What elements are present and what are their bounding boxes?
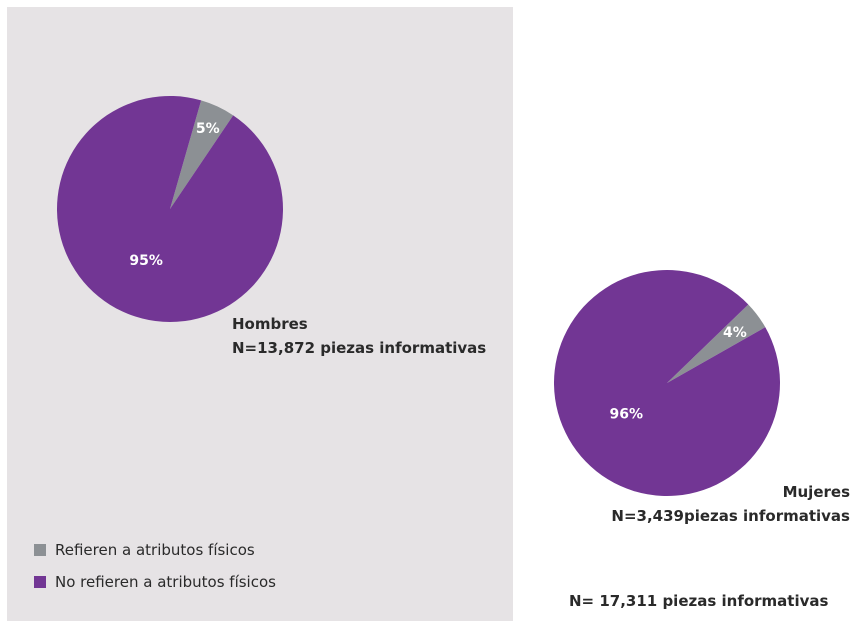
left-panel-background: [7, 7, 513, 621]
legend-label-not-physical: No refieren a atributos físicos: [55, 573, 276, 591]
caption-hombres-count: N=13,872 piezas informativas: [232, 339, 487, 357]
pie-label-hombres-not-physical: 95%: [129, 253, 163, 269]
legend-label-physical: Refieren a atributos físicos: [55, 541, 255, 559]
pie-slice-mujeres-physical: [667, 304, 766, 383]
pie-chart-hombres: 5% 95%: [57, 95, 283, 322]
legend-swatch-physical: [34, 544, 46, 556]
caption-hombres-title: Hombres: [232, 315, 308, 333]
legend-swatch-not-physical: [34, 576, 46, 588]
legend-item-not-physical: No refieren a atributos físicos: [34, 572, 276, 592]
pie-slice-mujeres-not-physical: [554, 270, 780, 496]
caption-mujeres-count: N=3,439piezas informativas: [611, 507, 850, 525]
pie-slice-hombres-physical: [170, 100, 234, 209]
caption-hombres: Hombres N=13,872 piezas informativas: [232, 312, 486, 360]
pie-label-mujeres-physical: 4%: [723, 325, 747, 341]
pie-label-hombres-physical: 5%: [196, 121, 220, 137]
total-count: N= 17,311 piezas informativas: [569, 592, 829, 610]
caption-mujeres: Mujeres N=3,439piezas informativas: [611, 480, 850, 528]
caption-mujeres-title: Mujeres: [782, 483, 850, 501]
pie-label-mujeres-not-physical: 96%: [610, 406, 644, 422]
pie-chart-mujeres: 4% 96%: [554, 270, 780, 496]
pie-slice-hombres-not-physical: [57, 95, 283, 322]
legend-item-physical: Refieren a atributos físicos: [34, 540, 276, 560]
legend: Refieren a atributos físicos No refieren…: [34, 540, 276, 604]
